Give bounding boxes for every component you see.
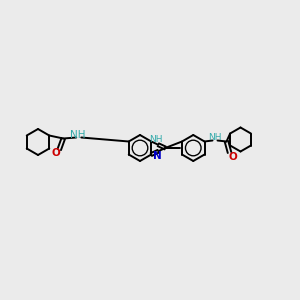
Text: NH: NH bbox=[208, 133, 221, 142]
Text: N: N bbox=[153, 151, 162, 161]
Text: O: O bbox=[52, 148, 61, 158]
Text: NH: NH bbox=[70, 130, 85, 140]
Text: O: O bbox=[228, 152, 237, 161]
Text: NH: NH bbox=[149, 135, 163, 144]
